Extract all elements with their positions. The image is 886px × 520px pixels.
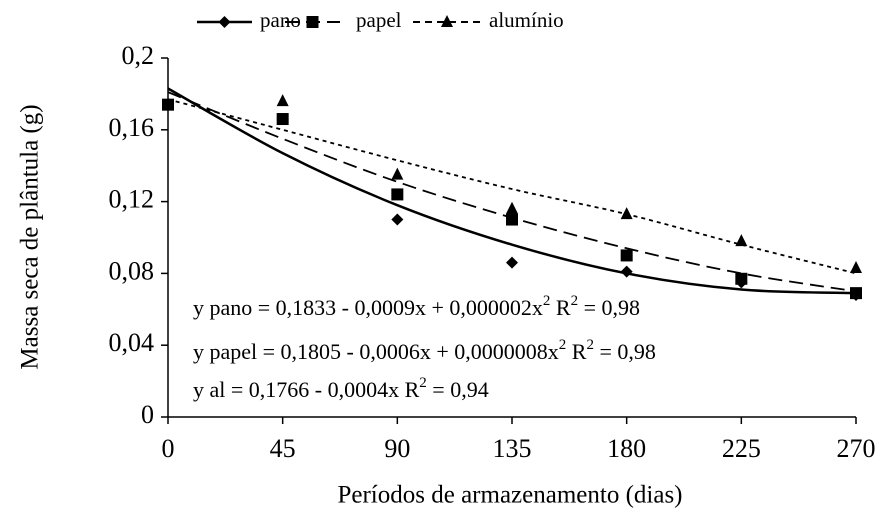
annotation-text: y papel = 0,1805 - 0,0006x + 0,0000008x bbox=[193, 339, 559, 364]
x-tick-label: 180 bbox=[607, 434, 646, 463]
x-tick-label: 45 bbox=[270, 434, 296, 463]
marker bbox=[620, 249, 633, 262]
marker bbox=[506, 213, 518, 226]
superscript: 2 bbox=[543, 293, 551, 309]
legend-label: pano bbox=[260, 8, 301, 32]
marker bbox=[391, 188, 404, 201]
marker bbox=[391, 213, 404, 226]
marker bbox=[620, 207, 633, 220]
y-tick-label: 0,16 bbox=[109, 113, 155, 142]
marker bbox=[441, 15, 453, 27]
superscript: 2 bbox=[571, 293, 579, 309]
annotation-text: = 0,98 bbox=[594, 339, 656, 364]
legend-label: alumínio bbox=[489, 8, 564, 32]
superscript: 2 bbox=[419, 375, 427, 391]
superscript: 2 bbox=[586, 337, 594, 353]
marker bbox=[735, 272, 748, 285]
annotation-text: = 0,98 bbox=[578, 295, 640, 320]
x-tick-label: 270 bbox=[837, 434, 876, 463]
marker bbox=[850, 261, 862, 274]
marker bbox=[306, 16, 319, 28]
annotation: y papel = 0,1805 - 0,0006x + 0,0000008x2… bbox=[193, 337, 656, 364]
annotation-text: R bbox=[550, 295, 571, 320]
y-tick-label: 0,08 bbox=[109, 256, 155, 285]
x-tick-label: 90 bbox=[384, 434, 410, 463]
y-tick-label: 0,12 bbox=[109, 185, 155, 214]
marker bbox=[276, 113, 289, 126]
annotation-text: y pano = 0,1833 - 0,0009x + 0,000002x bbox=[193, 295, 543, 320]
y-axis-label: Massa seca de plântula (g) bbox=[17, 104, 44, 369]
y-tick-label: 0,04 bbox=[109, 328, 155, 357]
fit-curve bbox=[167, 98, 857, 275]
x-tick-label: 0 bbox=[162, 434, 175, 463]
superscript: 2 bbox=[559, 337, 567, 353]
marker bbox=[620, 265, 633, 278]
y-tick-label: 0,2 bbox=[122, 41, 155, 70]
annotation-text: = 0,94 bbox=[427, 377, 489, 402]
marker bbox=[276, 94, 289, 107]
annotation-text: R bbox=[566, 339, 587, 364]
annotation: y pano = 0,1833 - 0,0009x + 0,000002x2 R… bbox=[193, 293, 640, 320]
annotation: y al = 0,1766 - 0,0004x R2 = 0,94 bbox=[193, 375, 489, 402]
fit-curve bbox=[167, 87, 857, 295]
x-axis-label: Períodos de armazenamento (dias) bbox=[337, 482, 682, 509]
annotation-text: y al = 0,1766 - 0,0004x R bbox=[193, 377, 420, 402]
marker bbox=[735, 234, 748, 247]
marker bbox=[506, 201, 518, 214]
x-tick-label: 225 bbox=[722, 434, 761, 463]
y-tick-label: 0 bbox=[141, 400, 154, 429]
marker bbox=[391, 167, 404, 180]
marker bbox=[218, 16, 231, 28]
marker bbox=[506, 256, 518, 269]
marker bbox=[162, 97, 174, 110]
marker bbox=[850, 287, 862, 300]
x-tick-label: 135 bbox=[493, 434, 532, 463]
legend-label: papel bbox=[356, 8, 402, 32]
